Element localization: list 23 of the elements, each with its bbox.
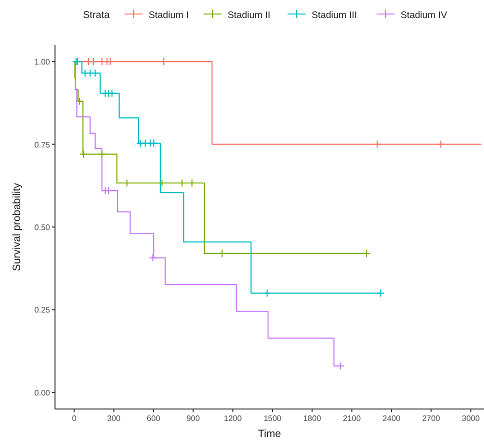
y-tick-label: 0.25 bbox=[34, 306, 51, 315]
legend-title: Strata bbox=[83, 10, 110, 21]
x-tick-label: 600 bbox=[146, 414, 161, 423]
y-tick-label: 0.00 bbox=[34, 388, 51, 398]
x-axis-title: Time bbox=[258, 428, 282, 440]
y-tick-label: 0.75 bbox=[34, 140, 51, 150]
legend-label: Stadium I bbox=[148, 10, 189, 21]
y-tick-label: 0.50 bbox=[34, 223, 51, 232]
x-tick-label: 3000 bbox=[462, 414, 480, 423]
x-tick-label: 2100 bbox=[342, 414, 362, 423]
x-tick-label: 2700 bbox=[422, 414, 441, 423]
x-tick-label: 900 bbox=[186, 414, 200, 423]
x-tick-label: 0 bbox=[72, 414, 77, 423]
x-tick-label: 1200 bbox=[224, 414, 242, 423]
y-tick-label: 1.00 bbox=[34, 58, 51, 67]
legend-label: Stadium III bbox=[312, 10, 358, 21]
y-axis-title: Survival probability bbox=[11, 182, 23, 272]
x-tick-label: 1500 bbox=[264, 414, 282, 423]
x-tick-label: 1800 bbox=[303, 414, 322, 423]
x-tick-label: 2400 bbox=[382, 414, 401, 423]
legend-label: Stadium II bbox=[228, 10, 270, 21]
x-tick-label: 300 bbox=[107, 414, 122, 423]
legend-label: Stadium IV bbox=[400, 10, 448, 21]
